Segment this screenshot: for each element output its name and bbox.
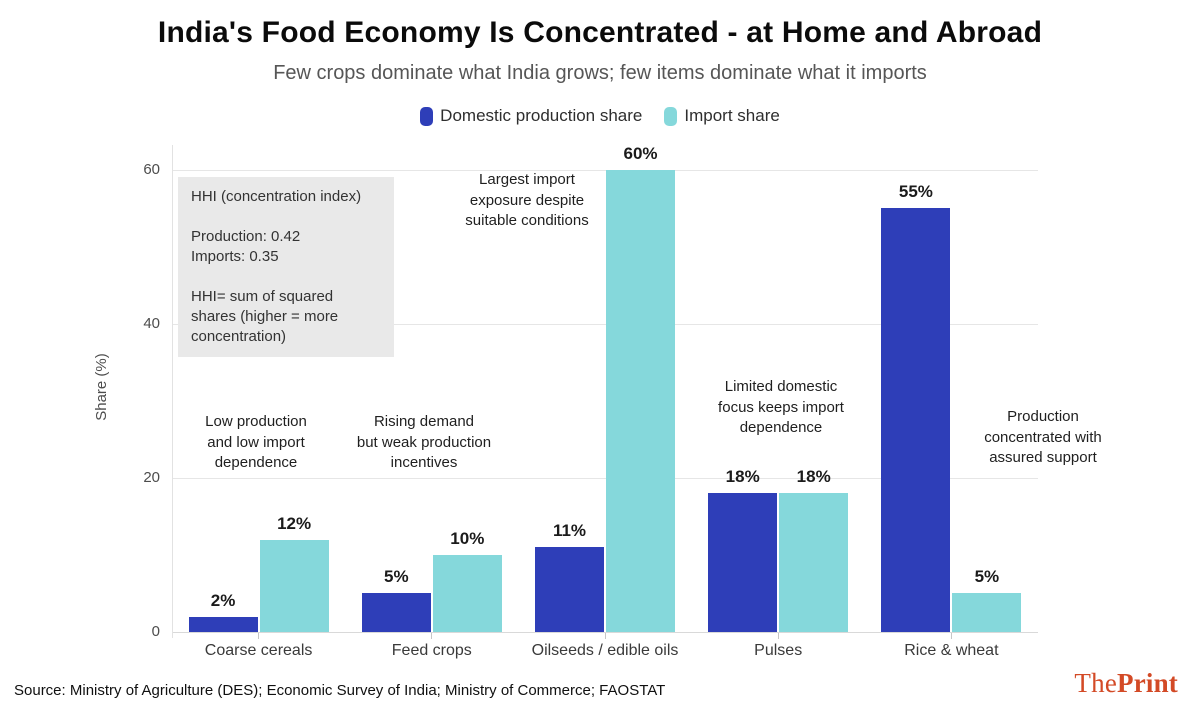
gridline-20 xyxy=(172,477,1038,479)
y-axis-line xyxy=(171,145,173,638)
category-label-coarse-cereals: Coarse cereals xyxy=(204,642,313,659)
hhi-annotation-box: HHI (concentration index) Production: 0.… xyxy=(178,177,394,357)
coarse-cereals-import-share-value-label: 12% xyxy=(277,514,312,533)
logo-the: The xyxy=(1074,668,1117,698)
rice-wheat-domestic-production-share-bar xyxy=(881,208,951,632)
coarse-cereals-domestic-production-share-bar xyxy=(188,617,258,632)
annotation-rice-wheat: Production concentrated with assured sup… xyxy=(984,408,1102,466)
rice-wheat-import-share-value-label: 5% xyxy=(974,567,1000,586)
pulses-domestic-production-share-value-label: 18% xyxy=(725,467,760,486)
gridline-40 xyxy=(172,323,1038,325)
oilseeds-edible-oils-domestic-production-share-value-label: 11% xyxy=(552,521,587,540)
pulses-import-share-value-label: 18% xyxy=(796,467,831,486)
legend-item-domestic-production-share: Domestic production share xyxy=(420,106,642,126)
y-axis-tick-40: 40 xyxy=(143,315,160,332)
chart-subtitle: Few crops dominate what India grows; few… xyxy=(273,62,927,84)
y-axis-label: Share (%) xyxy=(93,353,110,421)
logo-print: Print xyxy=(1117,668,1178,698)
feed-crops-domestic-production-share-value-label: 5% xyxy=(384,567,409,586)
rice-wheat-domestic-production-share-value-label: 55% xyxy=(898,182,933,201)
category-label-oilseeds-edible-oils: Oilseeds / edible oils xyxy=(531,642,679,659)
oilseeds-edible-oils-import-share-value-label: 60% xyxy=(623,144,658,163)
legend: Domestic production share Import share xyxy=(0,106,1200,126)
y-axis-tick-60: 60 xyxy=(143,161,160,178)
annotation-oilseeds: Largest import exposure despite suitable… xyxy=(465,171,589,229)
gridline-0 xyxy=(172,631,1038,633)
legend-item-import-share: Import share xyxy=(664,106,780,126)
pulses-import-share-bar xyxy=(779,493,849,632)
oilseeds-edible-oils-import-share-bar xyxy=(606,170,675,632)
x-axis-tick-feed-crops xyxy=(431,633,433,639)
coarse-cereals-import-share-bar xyxy=(259,540,329,632)
y-axis-tick-0: 0 xyxy=(151,623,160,640)
x-axis-tick-oilseeds-edible-oils xyxy=(604,633,606,639)
category-label-pulses: Pulses xyxy=(754,642,803,659)
x-axis-tick-rice-wheat xyxy=(950,633,952,639)
oilseeds-edible-oils-domestic-production-share-bar xyxy=(535,547,604,632)
annotation-pulses: Limited domestic focus keeps import depe… xyxy=(718,378,844,436)
coarse-cereals-domestic-production-share-value-label: 2% xyxy=(210,591,236,610)
feed-crops-domestic-production-share-bar xyxy=(361,593,431,632)
theprint-logo: ThePrint xyxy=(1074,668,1178,699)
pulses-domestic-production-share-bar xyxy=(708,493,778,632)
legend-label-import-share: Import share xyxy=(684,106,780,125)
feed-crops-import-share-value-label: 10% xyxy=(450,529,485,548)
y-axis-tick-20: 20 xyxy=(143,469,160,486)
chart-title: India's Food Economy Is Concentrated - a… xyxy=(157,16,1043,49)
annotation-coarse-cereals: Low production and low import dependence xyxy=(205,413,307,471)
annotation-feed-crops: Rising demand but weak production incent… xyxy=(356,413,492,471)
x-axis-tick-pulses xyxy=(777,633,779,639)
category-label-rice-wheat: Rice & wheat xyxy=(904,642,999,659)
legend-swatch-domestic-production-share xyxy=(420,106,434,126)
rice-wheat-import-share-bar xyxy=(952,593,1022,632)
legend-swatch-import-share xyxy=(664,106,678,126)
category-label-feed-crops: Feed crops xyxy=(391,642,472,659)
feed-crops-import-share-bar xyxy=(432,555,502,632)
x-axis-tick-coarse-cereals xyxy=(258,633,260,639)
source-line: Source: Ministry of Agriculture (DES); E… xyxy=(14,682,666,699)
legend-label-domestic-production-share: Domestic production share xyxy=(440,106,643,125)
gridline-60 xyxy=(172,169,1038,171)
